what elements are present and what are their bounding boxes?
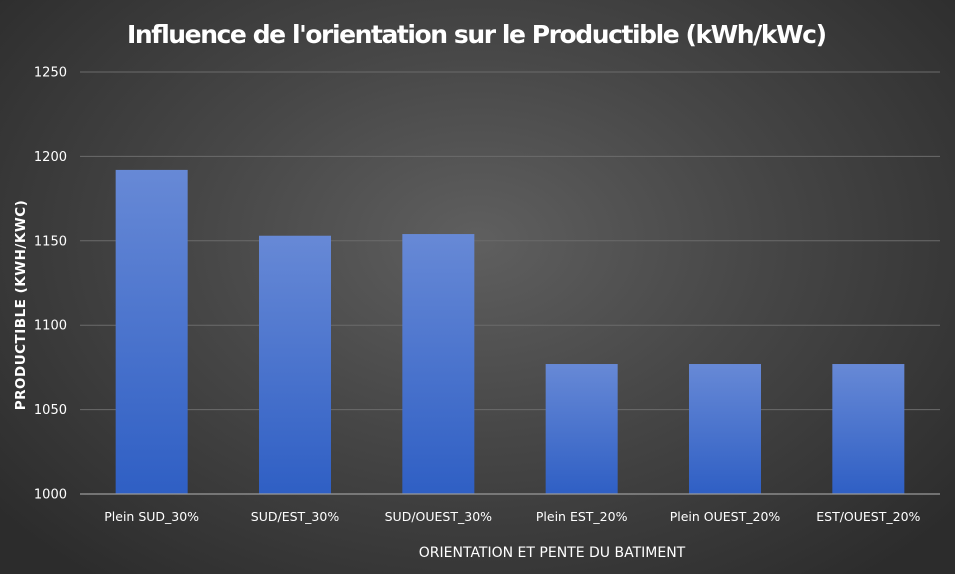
gridlines [80, 71, 940, 411]
x-tick-label: Plein EST_20% [536, 509, 628, 524]
y-tick-label: 1000 [34, 488, 67, 503]
bar-6 [832, 364, 905, 494]
y-tick-label: 1050 [34, 403, 67, 418]
bars [115, 169, 905, 495]
x-tick-label: SUD/EST_30% [251, 509, 340, 524]
x-tick-label: EST/OUEST_20% [816, 509, 920, 524]
bar-3 [402, 234, 475, 494]
y-tick-label: 1100 [34, 319, 67, 334]
bar-4 [545, 364, 618, 494]
x-tick-label: Plein OUEST_20% [670, 509, 781, 524]
y-tick-label: 1200 [34, 150, 67, 165]
x-axis-label: ORIENTATION ET PENTE DU BATIMENT [419, 545, 686, 561]
y-tick-label: 1150 [34, 234, 67, 249]
y-axis-ticks: 1000 1050 1100 1150 1200 1250 [34, 66, 67, 503]
chart-title: Influence de l'orientation sur le Produc… [127, 20, 827, 49]
bar-1 [115, 169, 188, 495]
x-tick-label: Plein SUD_30% [104, 509, 199, 524]
bar-5 [689, 364, 761, 494]
y-tick-label: 1250 [34, 66, 67, 81]
x-tick-label: SUD/OUEST_30% [385, 509, 493, 524]
y-axis-label: PRODUCTIBLE (KWH/KWC) [13, 200, 29, 411]
x-axis-ticks: Plein SUD_30% SUD/EST_30% SUD/OUEST_30% Ple… [104, 509, 920, 524]
bar-2 [259, 235, 331, 494]
